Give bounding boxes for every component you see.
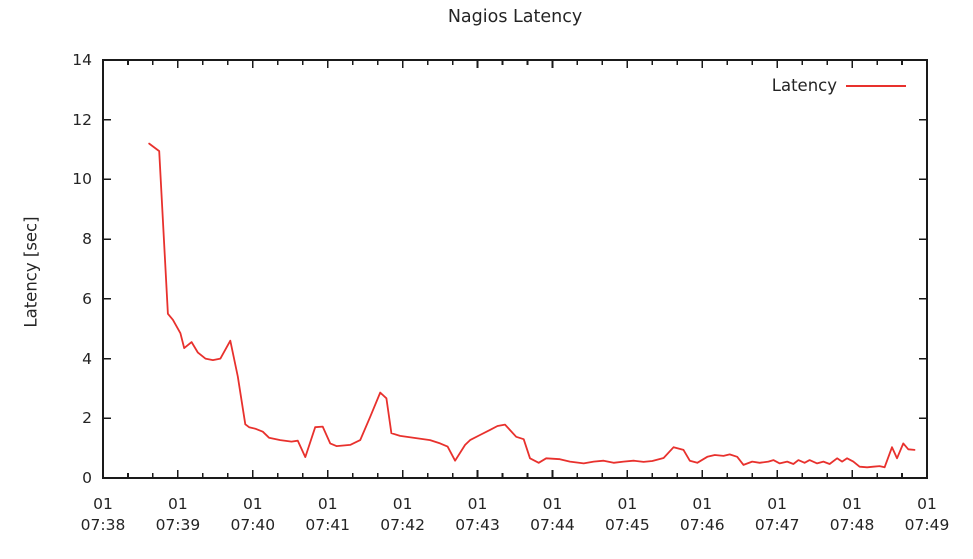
chart-title: Nagios Latency [447, 7, 583, 27]
x-tick-date: 01 [467, 495, 488, 513]
y-tick-label: 14 [72, 51, 92, 69]
y-tick-label: 4 [82, 349, 92, 368]
y-tick-label: 0 [82, 469, 92, 487]
x-tick-label: 01 07:41 [288, 494, 368, 536]
x-tick-label: 01 07:43 [438, 494, 518, 536]
x-tick-label: 01 07:38 [63, 494, 143, 536]
x-tick-time: 07:39 [155, 516, 201, 534]
plot-border [102, 59, 928, 479]
y-tick-label: 12 [72, 110, 92, 129]
x-tick-date: 01 [392, 495, 413, 513]
x-tick-date: 01 [767, 495, 788, 513]
x-tick-time: 07:47 [754, 516, 800, 534]
legend: Latency [772, 76, 906, 95]
x-tick-date: 01 [542, 495, 563, 513]
y-tick-label: 6 [82, 289, 92, 308]
x-tick-time: 07:40 [230, 516, 276, 534]
x-tick-time: 07:41 [305, 516, 351, 534]
legend-label: Latency [771, 76, 837, 95]
x-tick-date: 01 [242, 495, 263, 513]
x-tick-time: 07:45 [605, 516, 650, 534]
legend-line-sample [846, 84, 906, 87]
x-tick-label: 01 07:49 [887, 494, 967, 536]
x-tick-date: 01 [617, 495, 638, 513]
x-tick-label: 01 07:48 [812, 494, 892, 536]
x-tick-time: 07:46 [679, 516, 725, 534]
y-tick-label: 8 [82, 230, 92, 249]
x-tick-date: 01 [93, 495, 113, 513]
x-tick-label: 01 07:40 [213, 494, 293, 536]
x-tick-label: 01 07:39 [138, 494, 218, 536]
y-tick-label: 2 [82, 409, 92, 428]
x-tick-label: 01 07:45 [587, 494, 667, 536]
x-tick-label: 01 07:44 [512, 494, 592, 536]
x-tick-time: 07:44 [530, 516, 575, 534]
x-tick-time: 07:42 [380, 516, 425, 534]
x-tick-time: 07:43 [455, 516, 500, 534]
series-line-latency [148, 142, 916, 469]
x-tick-date: 01 [168, 495, 188, 513]
x-tick-date: 01 [917, 495, 937, 513]
x-tick-label: 01 07:42 [363, 494, 443, 536]
y-tick-label: 10 [72, 170, 92, 189]
x-tick-time: 07:49 [904, 516, 950, 534]
x-tick-date: 01 [317, 495, 338, 513]
x-tick-time: 07:48 [829, 516, 875, 534]
x-tick-label: 01 07:46 [662, 494, 742, 536]
x-tick-date: 01 [692, 495, 713, 513]
x-tick-label: 01 07:47 [737, 494, 817, 536]
x-tick-time: 07:38 [80, 516, 126, 534]
x-tick-date: 01 [842, 495, 862, 513]
